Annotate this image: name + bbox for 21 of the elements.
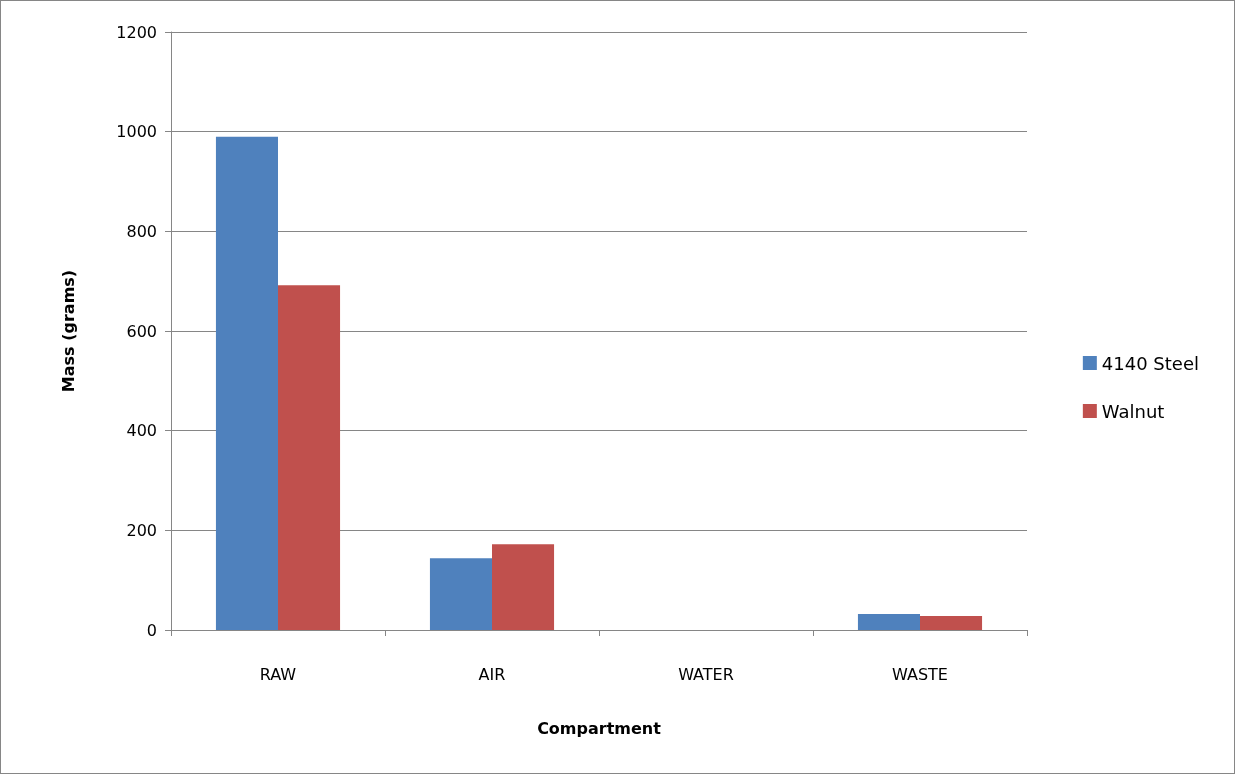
- legend-label: 4140 Steel: [1101, 352, 1200, 374]
- y-tick-label: 600: [126, 321, 157, 341]
- bar: [429, 558, 492, 630]
- bar: [278, 285, 341, 630]
- y-tick-label: 1000: [116, 122, 157, 142]
- x-tick-label: WASTE: [892, 664, 948, 684]
- x-tick-label: WATER: [678, 664, 734, 684]
- y-axis-title: Mass (grams): [58, 269, 78, 393]
- y-tick-label: 0: [146, 620, 157, 640]
- y-tick-label: 800: [126, 221, 157, 241]
- x-tick-label: RAW: [259, 664, 297, 684]
- y-tick-label: 200: [126, 520, 157, 540]
- y-tick-label: 400: [126, 421, 157, 441]
- x-axis-title: Compartment: [537, 718, 662, 738]
- legend-label: Walnut: [1101, 400, 1165, 422]
- x-tick-label: AIR: [478, 664, 506, 684]
- bar: [215, 136, 278, 630]
- bar: [857, 614, 920, 630]
- bar: [492, 544, 555, 630]
- bar: [920, 616, 983, 630]
- y-tick-label: 1200: [116, 22, 157, 42]
